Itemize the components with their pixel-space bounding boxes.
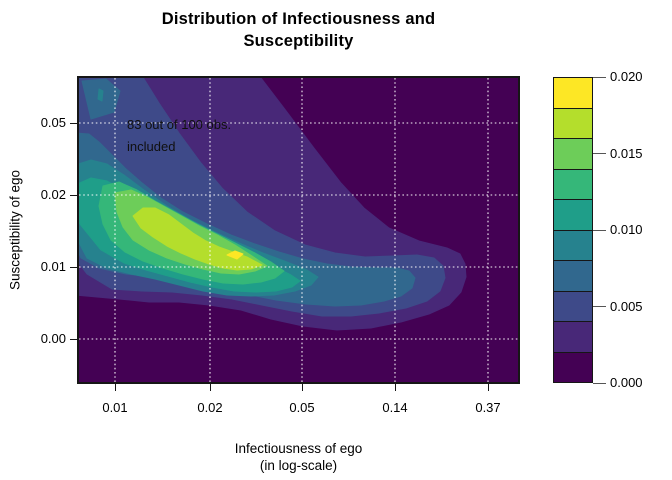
contour-plot [79, 78, 518, 382]
plot-area: 83 out of 100 obs. included [77, 76, 520, 384]
colorbar-tick-label: 0.020 [610, 69, 643, 84]
colorbar-segment-2 [554, 291, 592, 322]
colorbar-tick [593, 153, 606, 154]
chart-title: Distribution of Infectiousness and Susce… [79, 8, 518, 52]
plot-annotation: 83 out of 100 obs. included [127, 114, 231, 158]
x-axis-tick-label: 0.05 [289, 400, 315, 415]
x-axis-tick [209, 384, 211, 391]
x-axis-tick-label: 0.02 [197, 400, 223, 415]
colorbar-tick-label: 0.000 [610, 375, 643, 390]
colorbar-tick [593, 76, 606, 78]
colorbar-tick-label: 0.010 [610, 222, 643, 237]
x-axis-title: Infectiousness of ego (in log-scale) [79, 440, 518, 474]
colorbar-tick-label: 0.015 [610, 145, 643, 161]
colorbar [553, 77, 593, 383]
y-axis-tick-label: 0.01 [40, 259, 66, 274]
x-axis-tick-label: 0.14 [382, 400, 408, 415]
x-axis-tick [394, 384, 396, 391]
x-axis-tick-label: 0.01 [102, 400, 128, 415]
colorbar-tick [593, 306, 606, 307]
chart-title-line1: Distribution of Infectiousness and [161, 10, 436, 28]
annotation-line1: 83 out of 100 obs. [127, 117, 232, 132]
colorbar-segment-9 [554, 78, 592, 109]
contour-band-level-9 [226, 250, 244, 260]
x-axis-tick [114, 384, 116, 391]
annotation-line2: included [127, 139, 176, 154]
colorbar-segment-0 [554, 352, 592, 382]
colorbar-segment-4 [554, 230, 592, 261]
y-axis-tick [70, 122, 77, 124]
chart-title-line2: Susceptibility [243, 32, 354, 50]
colorbar-segment-3 [554, 261, 592, 292]
y-axis-tick-label: 0.02 [40, 187, 66, 202]
colorbar-segment-6 [554, 169, 592, 200]
y-axis-tick-label: 0.00 [40, 331, 66, 346]
colorbar-tick-label: 0.005 [610, 298, 643, 314]
colorbar-segment-7 [554, 139, 592, 170]
colorbar-segment-1 [554, 322, 592, 353]
colorbar-segment-5 [554, 200, 592, 231]
x-axis-tick [301, 384, 303, 391]
y-axis-tick [70, 338, 77, 340]
colorbar-segment-8 [554, 108, 592, 139]
colorbar-tick [593, 229, 606, 231]
colorbar-tick [593, 382, 606, 384]
x-axis-tick-label: 0.37 [475, 400, 501, 415]
x-axis-tick [487, 384, 489, 391]
y-axis-tick [70, 266, 77, 268]
x-axis-title-line2: (in log-scale) [259, 458, 338, 473]
x-axis-title-line1: Infectiousness of ego [234, 441, 363, 456]
y-axis-tick [70, 194, 77, 196]
y-axis-tick-label: 0.05 [40, 115, 66, 130]
contour-band-level-4 [97, 88, 104, 102]
